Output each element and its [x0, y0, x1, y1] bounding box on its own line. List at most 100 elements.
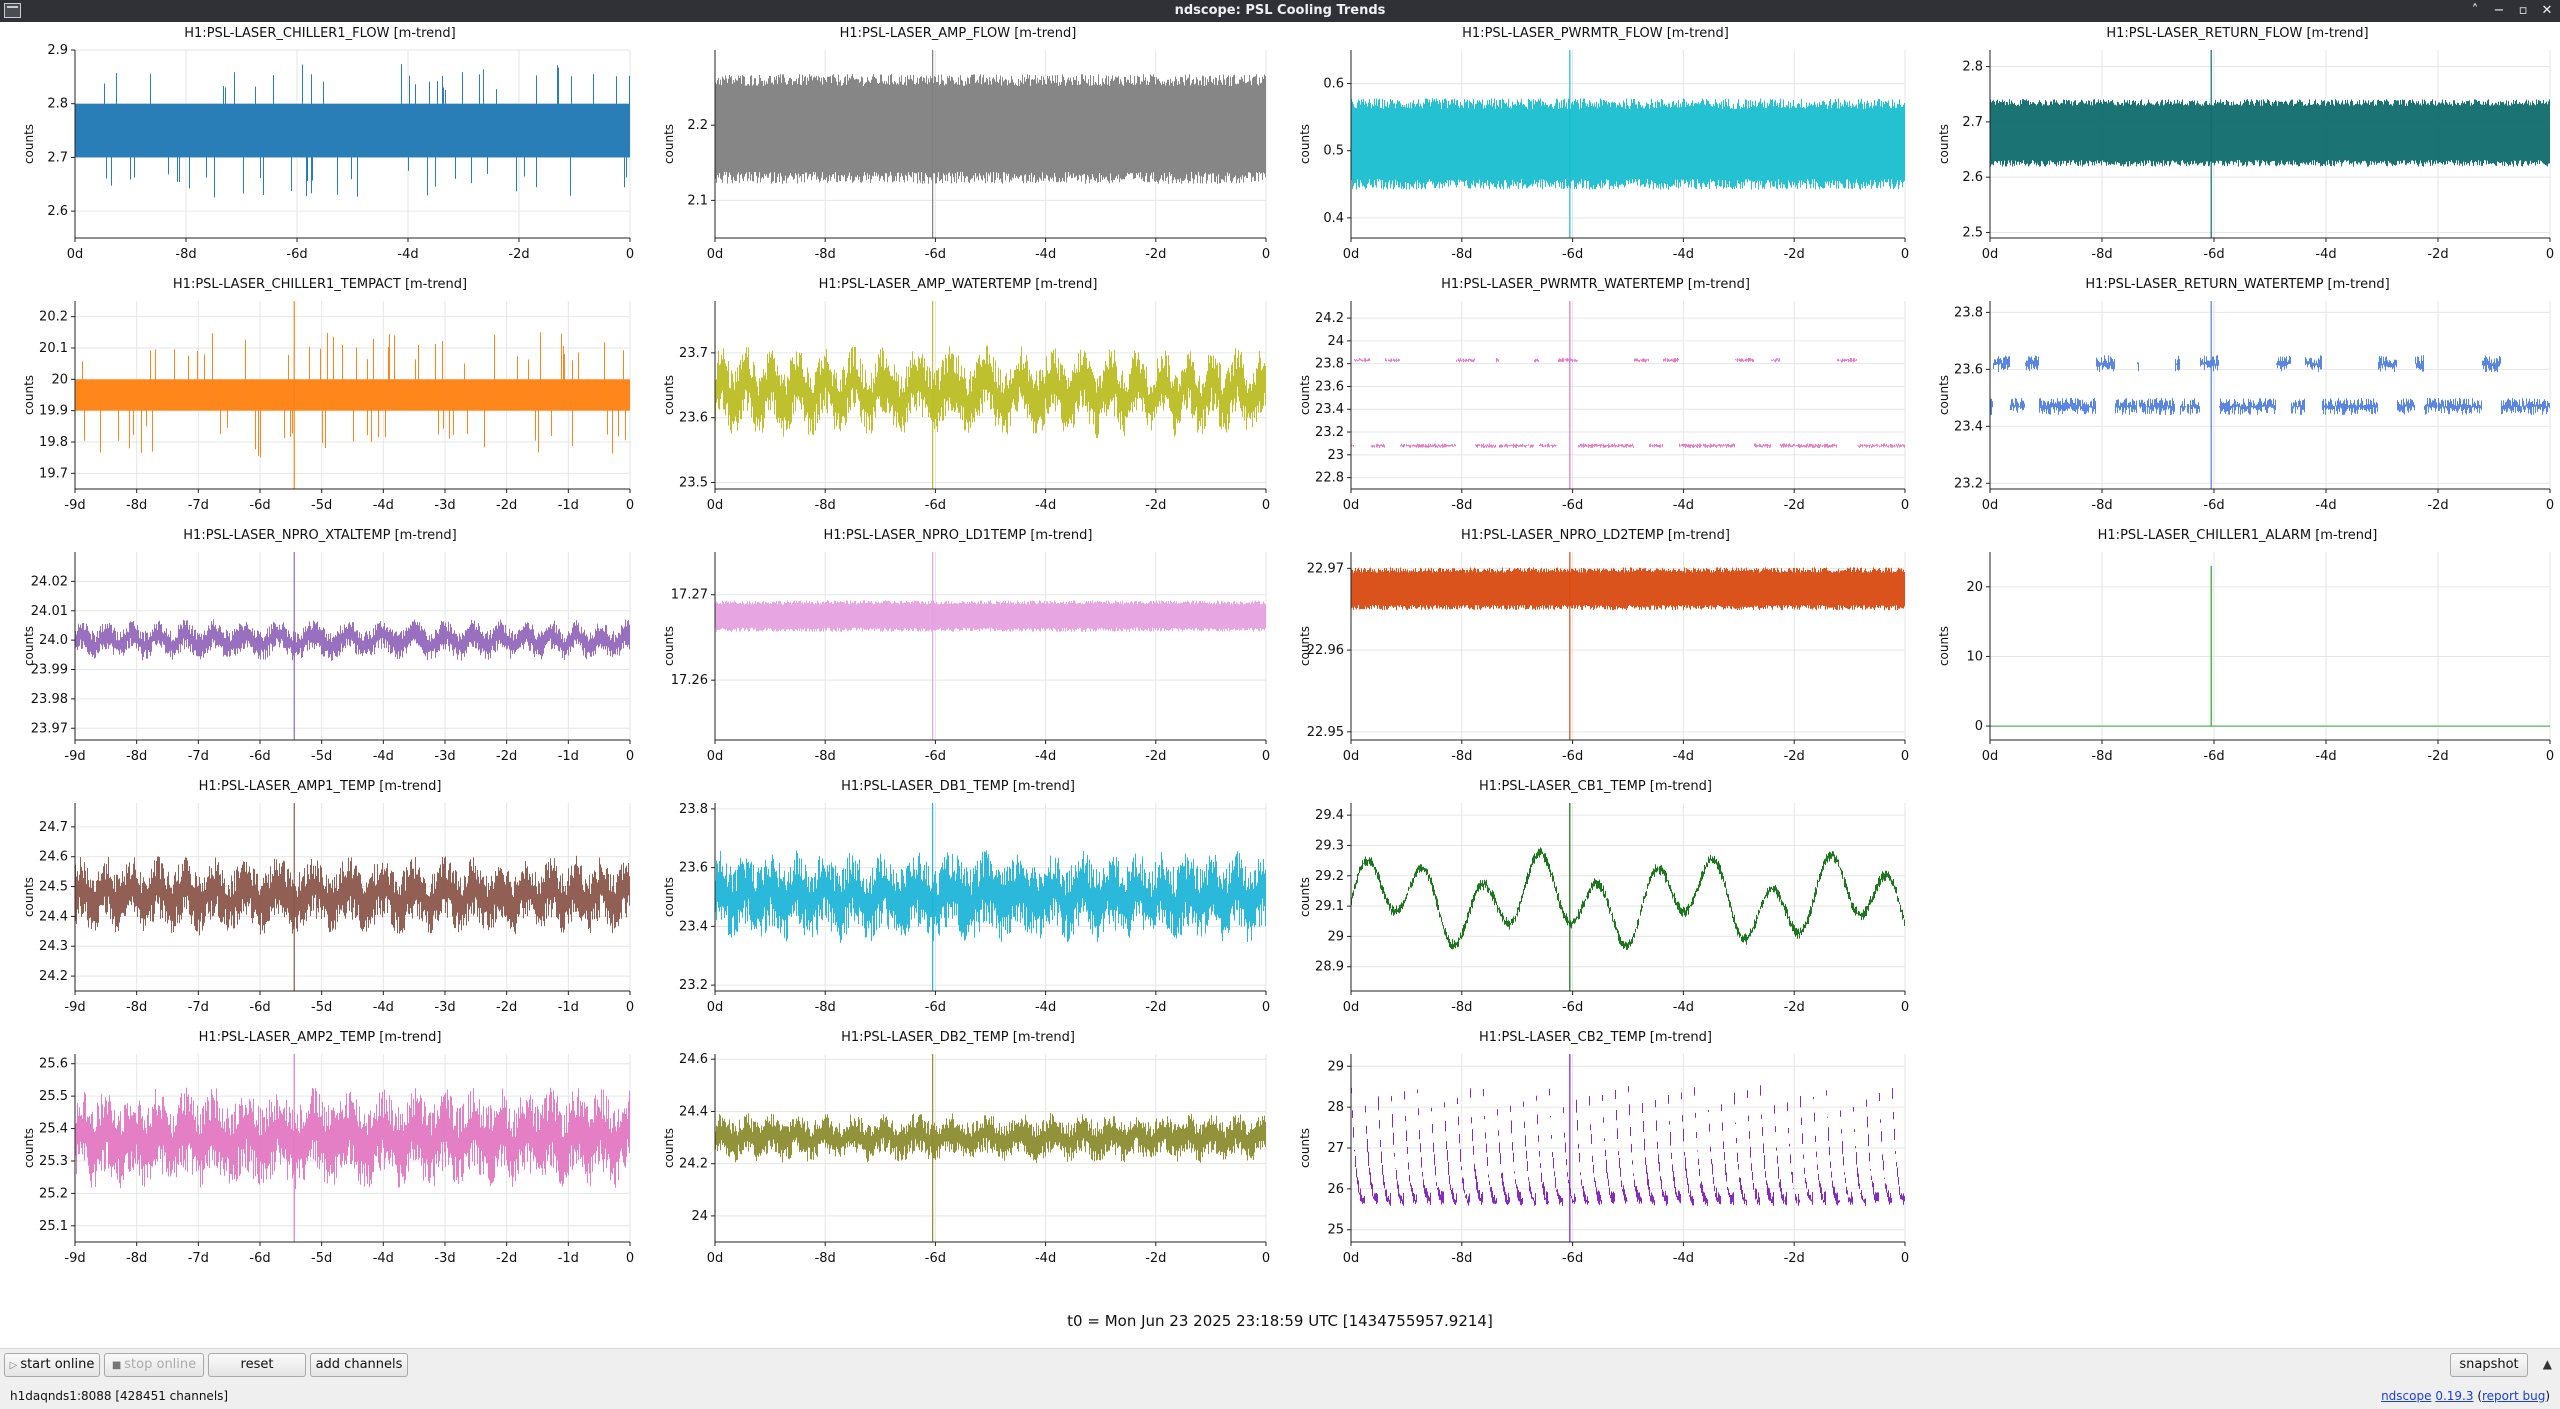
y-tick-label: 28	[1327, 1100, 1344, 1115]
plot-panel[interactable]: 23.5 23.6 23.7 0d -8d -6d -4d -2d 0 counts H1:PSL-…	[640, 277, 1276, 529]
plot-title: H1:PSL-LASER_CB2_TEMP [m-trend]	[1479, 1030, 1712, 1045]
plot-panel[interactable]: 0.4 0.5 0.6 0d -8d -6d -4d -2d 0 counts H1:PSL-LAS…	[1276, 26, 1915, 278]
play-icon: ▷	[9, 1360, 18, 1371]
x-tick-label: -7d	[188, 1000, 209, 1015]
series-line	[1351, 847, 1905, 950]
y-axis-label: counts	[662, 1128, 676, 1168]
plot-svg[interactable]: 2.6 2.7 2.8 2.9 0d -8d -6d -4d -2d 0 counts	[0, 26, 640, 278]
x-tick-label: 0d	[707, 749, 724, 764]
y-tick-label: 22.8	[1315, 471, 1344, 486]
plot-svg[interactable]: 25 26 27 28 29 0d -8d -6d -4d -2d 0 counts	[1276, 1030, 1915, 1282]
plot-panel[interactable]: 24.2 24.3 24.4 24.5 24.6 24.7 -9d -8d -7d -6d -5d -…	[0, 779, 640, 1031]
plot-panel[interactable]: 2.6 2.7 2.8 2.9 0d -8d -6d -4d -2d 0 counts H1:PSL-…	[0, 26, 640, 278]
plot-panel[interactable]: 24 24.2 24.4 24.6 0d -8d -6d -4d -2d 0 counts H1:PS…	[640, 1030, 1276, 1282]
x-tick-label: -4d	[1673, 1251, 1694, 1266]
plot-svg[interactable]: 23.2 23.4 23.6 23.8 0d -8d -6d -4d -2d 0 counts	[640, 779, 1276, 1031]
plot-panel[interactable]: 19.7 19.8 19.9 20 20.1 20.2 -9d -8d -7d -6d -5d -4d…	[0, 277, 640, 529]
y-axis-label: counts	[22, 626, 36, 666]
plot-panel[interactable]: 0 10 20 0d -8d -6d -4d -2d 0 counts H1:PSL-LASER_C…	[1915, 528, 2560, 780]
version-link[interactable]: 0.19.3	[2435, 1389, 2474, 1403]
stop-online-button[interactable]: ■ stop online	[104, 1353, 204, 1377]
plot-svg[interactable]: 22.95 22.96 22.97 0d -8d -6d -4d -2d 0 counts	[1276, 528, 1915, 780]
plot-panel[interactable]: 17.26 17.27 0d -8d -6d -4d -2d 0 counts H1:PSL-LA…	[640, 528, 1276, 780]
x-tick-label: -5d	[311, 1000, 332, 1015]
x-tick-label: -8d	[2091, 247, 2112, 262]
y-tick-label: 20.1	[39, 341, 68, 356]
plot-title: H1:PSL-LASER_AMP1_TEMP [m-trend]	[198, 779, 442, 794]
plot-panel[interactable]: 2.1 2.2 0d -8d -6d -4d -2d 0 counts H1:PSL-LASER_…	[640, 26, 1276, 278]
window-titlebar: ndscope: PSL Cooling Trends ˄ − ▫ ✕	[0, 0, 2560, 22]
plot-svg[interactable]: 19.7 19.8 19.9 20 20.1 20.2 -9d -8d -7d -6d -5d -4d…	[0, 277, 640, 529]
x-tick-label: -9d	[64, 1000, 85, 1015]
y-tick-label: 19.7	[39, 466, 68, 481]
plot-svg[interactable]: 2.1 2.2 0d -8d -6d -4d -2d 0 counts	[640, 26, 1276, 278]
plot-panel[interactable]: 23.2 23.4 23.6 23.8 0d -8d -6d -4d -2d 0 counts H1:…	[1915, 277, 2560, 529]
reset-button[interactable]: reset	[208, 1353, 306, 1377]
plot-svg[interactable]: 22.8 23 23.2 23.4 23.6 23.8 24 24.2 0d -8d -6d -4d -…	[1276, 277, 1915, 529]
connection-status: h1daqnds1:8088 [428451 channels]	[10, 1389, 228, 1403]
y-tick-label: 22.97	[1307, 561, 1344, 576]
series-trace	[1990, 301, 2550, 489]
x-tick-label: -6d	[1562, 749, 1583, 764]
x-tick-label: -8d	[1451, 749, 1472, 764]
series-line	[715, 74, 1266, 184]
y-tick-label: 19.9	[39, 404, 68, 419]
collapse-arrow-icon[interactable]: ▲	[2542, 1357, 2552, 1371]
ndscope-link[interactable]: ndscope	[2381, 1389, 2432, 1403]
close-button[interactable]: ✕	[2541, 3, 2553, 18]
plot-svg[interactable]: 24 24.2 24.4 24.6 0d -8d -6d -4d -2d 0 counts	[640, 1030, 1276, 1282]
plot-panel[interactable]: 28.9 29 29.1 29.2 29.3 29.4 0d -8d -6d -4d -2d 0 cou…	[1276, 779, 1915, 1031]
x-tick-label: -8d	[126, 749, 147, 764]
plot-svg[interactable]: 28.9 29 29.1 29.2 29.3 29.4 0d -8d -6d -4d -2d 0 cou…	[1276, 779, 1915, 1031]
add-channels-button[interactable]: add channels	[310, 1353, 408, 1377]
maximize-button[interactable]: ▫	[2518, 3, 2528, 18]
plot-svg[interactable]: 17.26 17.27 0d -8d -6d -4d -2d 0 counts	[640, 528, 1276, 780]
plot-title: H1:PSL-LASER_NPRO_XTALTEMP [m-trend]	[183, 528, 457, 543]
y-tick-label: 17.26	[671, 673, 708, 688]
plot-svg[interactable]: 0.4 0.5 0.6 0d -8d -6d -4d -2d 0 counts	[1276, 26, 1915, 278]
y-tick-label: 25.5	[39, 1089, 68, 1104]
plot-panel[interactable]: 23.2 23.4 23.6 23.8 0d -8d -6d -4d -2d 0 counts H1:…	[640, 779, 1276, 1031]
x-tick-label: 0	[1262, 498, 1270, 513]
plot-svg[interactable]: 24.2 24.3 24.4 24.5 24.6 24.7 -9d -8d -7d -6d -5d -…	[0, 779, 640, 1031]
x-tick-label: -6d	[249, 1251, 270, 1266]
x-tick-label: -6d	[1562, 498, 1583, 513]
series-line	[75, 855, 630, 936]
report-bug-link[interactable]: report bug	[2482, 1389, 2546, 1403]
plot-panel[interactable]: 22.8 23 23.2 23.4 23.6 23.8 24 24.2 0d -8d -6d -4d -…	[1276, 277, 1915, 529]
series-line	[75, 1087, 630, 1190]
y-tick-label: 24.7	[39, 820, 68, 835]
plot-panel[interactable]: 22.95 22.96 22.97 0d -8d -6d -4d -2d 0 counts H1:P…	[1276, 528, 1915, 780]
plot-svg[interactable]: 23.97 23.98 23.99 24.0 24.01 24.02 -9d -8d -7d -6…	[0, 528, 640, 780]
y-tick-label: 25.4	[39, 1122, 68, 1137]
minimize-button[interactable]: −	[2493, 3, 2505, 18]
plot-svg[interactable]: 0 10 20 0d -8d -6d -4d -2d 0 counts	[1915, 528, 2560, 780]
y-tick-label: 2.5	[1962, 225, 1983, 240]
x-tick-label: -8d	[1451, 498, 1472, 513]
snapshot-button[interactable]: snapshot	[2450, 1353, 2528, 1377]
plot-panel[interactable]: 23.97 23.98 23.99 24.0 24.01 24.02 -9d -8d -7d -6…	[0, 528, 640, 780]
x-tick-label: -8d	[815, 749, 836, 764]
y-tick-label: 2.8	[47, 97, 68, 112]
y-tick-label: 23.4	[679, 919, 708, 934]
plot-svg[interactable]: 2.5 2.6 2.7 2.8 0d -8d -6d -4d -2d 0 counts	[1915, 26, 2560, 278]
y-tick-label: 10	[1966, 649, 1983, 664]
x-tick-label: -4d	[373, 1251, 394, 1266]
series-line	[1351, 567, 1905, 611]
y-tick-label: 2.8	[1962, 60, 1983, 75]
start-online-button[interactable]: ▷ start online	[4, 1353, 100, 1377]
plot-title: H1:PSL-LASER_PWRMTR_FLOW [m-trend]	[1462, 26, 1729, 41]
x-tick-label: 0d	[1982, 247, 1999, 262]
keep-above-button[interactable]: ˄	[2471, 3, 2479, 18]
t0-label: t0 = Mon Jun 23 2025 23:18:59 UTC [14347…	[1067, 1312, 1493, 1330]
app-window-icon[interactable]	[4, 3, 21, 18]
plot-svg[interactable]: 25.1 25.2 25.3 25.4 25.5 25.6 -9d -8d -7d -6d -5d -…	[0, 1030, 640, 1282]
plot-svg[interactable]: 23.5 23.6 23.7 0d -8d -6d -4d -2d 0 counts	[640, 277, 1276, 529]
plot-panel[interactable]: 25.1 25.2 25.3 25.4 25.5 25.6 -9d -8d -7d -6d -5d -…	[0, 1030, 640, 1282]
plot-panel[interactable]: 2.5 2.6 2.7 2.8 0d -8d -6d -4d -2d 0 counts H1:PSL-…	[1915, 26, 2560, 278]
plot-svg[interactable]: 23.2 23.4 23.6 23.8 0d -8d -6d -4d -2d 0 counts	[1915, 277, 2560, 529]
y-tick-label: 20	[1966, 580, 1983, 595]
plot-panel[interactable]: 25 26 27 28 29 0d -8d -6d -4d -2d 0 counts H1:PSL-LA…	[1276, 1030, 1915, 1282]
axes	[714, 552, 1266, 741]
x-tick-label: -1d	[558, 498, 579, 513]
